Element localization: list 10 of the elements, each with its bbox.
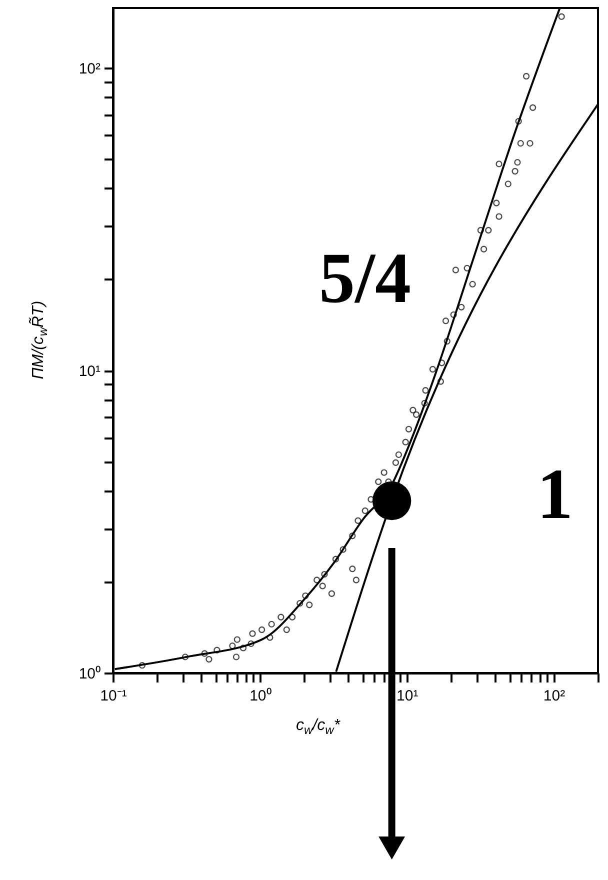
annotation: 1 [537, 454, 573, 534]
x-tick-label: 10⁰ [250, 688, 272, 704]
y-tick-label: 10¹ [78, 363, 100, 380]
x-tick-label: 10² [543, 688, 566, 704]
x-tick-label: 10⁻¹ [100, 688, 127, 704]
y-tick-label: 10⁰ [78, 666, 100, 682]
annotation: 5/4 [318, 238, 412, 318]
y-axis-title: ΠM/(cwR̃T) [28, 300, 50, 380]
y-tick-label: 10² [78, 60, 100, 78]
x-tick-label: 10¹ [396, 688, 418, 704]
